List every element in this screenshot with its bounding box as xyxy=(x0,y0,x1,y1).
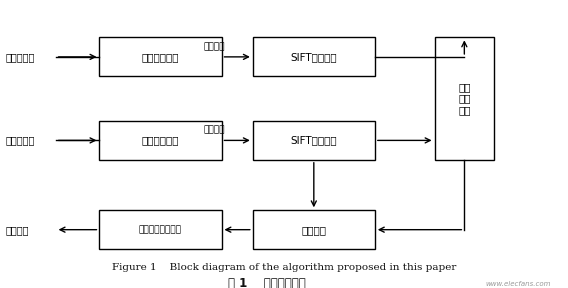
Text: 增强图像: 增强图像 xyxy=(204,42,225,51)
FancyBboxPatch shape xyxy=(435,37,494,160)
Text: 增强图像: 增强图像 xyxy=(204,126,225,134)
Text: SIFT特征提取: SIFT特征提取 xyxy=(290,135,337,145)
FancyBboxPatch shape xyxy=(99,210,222,249)
FancyBboxPatch shape xyxy=(253,121,375,160)
Text: 二进小波变换: 二进小波变换 xyxy=(141,52,179,62)
FancyBboxPatch shape xyxy=(99,121,222,160)
Text: 二进小波变换: 二进小波变换 xyxy=(141,135,179,145)
FancyBboxPatch shape xyxy=(253,37,375,76)
Text: Figure 1    Block diagram of the algorithm proposed in this paper: Figure 1 Block diagram of the algorithm … xyxy=(112,263,456,272)
Text: 识别输出: 识别输出 xyxy=(6,225,29,235)
Text: www.elecfans.com: www.elecfans.com xyxy=(486,281,551,287)
Text: 测试样本库: 测试样本库 xyxy=(6,135,35,145)
Text: 稀疏求解: 稀疏求解 xyxy=(301,225,327,235)
FancyBboxPatch shape xyxy=(253,210,375,249)
Text: 重构误差最小准则: 重构误差最小准则 xyxy=(139,225,182,234)
Text: SIFT特征提取: SIFT特征提取 xyxy=(290,52,337,62)
Text: 图 1    本文算法框图: 图 1 本文算法框图 xyxy=(228,277,306,288)
Text: 训练样本库: 训练样本库 xyxy=(6,52,35,62)
Text: 建立
扩展
字典: 建立 扩展 字典 xyxy=(458,82,471,115)
FancyBboxPatch shape xyxy=(99,37,222,76)
